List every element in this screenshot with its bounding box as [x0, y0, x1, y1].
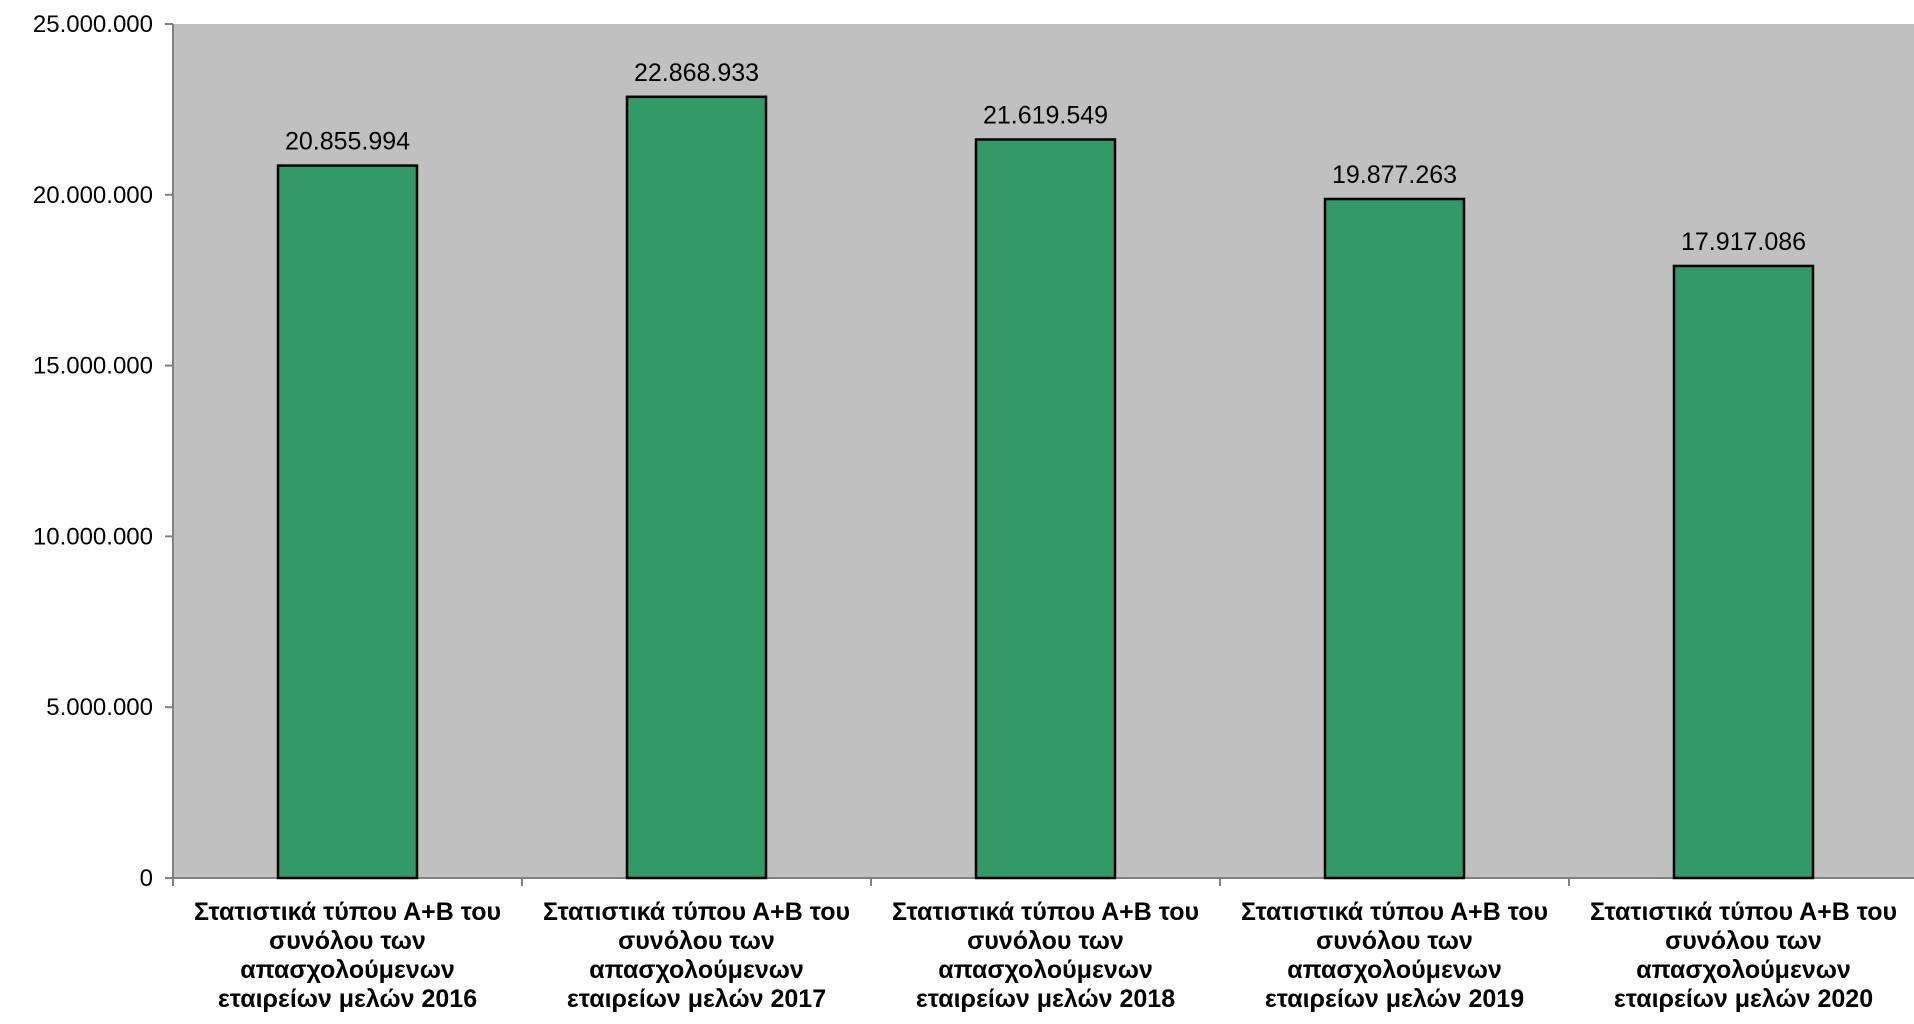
x-tick-label: Στατιστικά τύπου Α+Β του συνόλου των απασχ… [194, 898, 501, 1013]
x-tick-labels: Στατιστικά τύπου Α+Β του συνόλου των απασχ… [194, 898, 1897, 1013]
data-label: 19.877.263 [1332, 161, 1457, 189]
x-tick-label-line: απασχολούμενων [1287, 956, 1502, 984]
x-tick-label-line: Στατιστικά τύπου Α+Β του [1590, 898, 1897, 926]
x-tick-label-line: εταιρείων μελών 2018 [916, 985, 1175, 1013]
y-tick-label: 10.000.000 [33, 523, 153, 550]
x-tick-label-line: Στατιστικά τύπου Α+Β του [892, 898, 1199, 926]
x-tick-label-line: εταιρείων μελών 2017 [567, 985, 826, 1013]
bar [974, 138, 1117, 880]
x-tick-label-line: συνόλου των [1316, 927, 1473, 955]
x-tick-label: Στατιστικά τύπου Α+Β του συνόλου των απασχ… [892, 898, 1199, 1013]
data-label: 17.917.086 [1681, 228, 1806, 256]
x-tick-label-line: απασχολούμενων [938, 956, 1153, 984]
x-tick-label-line: συνόλου των [269, 927, 426, 955]
bar [276, 164, 419, 880]
x-tick-label-line: εταιρείων μελών 2019 [1265, 985, 1524, 1013]
data-label: 20.855.994 [285, 128, 410, 156]
x-tick-label-line: συνόλου των [1665, 927, 1822, 955]
x-tick-label-line: συνόλου των [967, 927, 1124, 955]
data-label: 21.619.549 [983, 101, 1108, 129]
data-labels: 20.855.994 22.868.933 21.619.549 19.877.263… [285, 59, 1806, 256]
x-tick-label-line: Στατιστικά τύπου Α+Β του [194, 898, 501, 926]
x-tick-label: Στατιστικά τύπου Α+Β του συνόλου των απασχ… [543, 898, 850, 1013]
x-tick-label: Στατιστικά τύπου Α+Β του συνόλου των απασχ… [1590, 898, 1897, 1013]
x-tick-label-line: απασχολούμενων [1636, 956, 1851, 984]
x-tick-label: Στατιστικά τύπου Α+Β του συνόλου των απασχ… [1241, 898, 1548, 1013]
y-tick-label: 15.000.000 [33, 353, 153, 380]
x-tick-label-line: συνόλου των [618, 927, 775, 955]
bar [1672, 264, 1815, 880]
x-tick-label-line: εταιρείων μελών 2016 [218, 985, 477, 1013]
x-tick-label-line: Στατιστικά τύπου Α+Β του [1241, 898, 1548, 926]
y-tick-label: 5.000.000 [46, 694, 153, 721]
y-tick-label: 20.000.000 [33, 182, 153, 209]
x-tick-label-line: Στατιστικά τύπου Α+Β του [543, 898, 850, 926]
x-tick-label-line: εταιρείων μελών 2020 [1614, 985, 1873, 1013]
bars [276, 95, 1815, 880]
x-tick-label-line: απασχολούμενων [240, 956, 455, 984]
y-tick-label: 0 [140, 865, 153, 892]
y-axis: 0 5.000.000 10.000.000 15.000.000 20.000.000… [33, 11, 174, 892]
bar [625, 95, 768, 880]
x-tick-label-line: απασχολούμενων [589, 956, 804, 984]
y-tick-label: 25.000.000 [33, 11, 153, 38]
data-label: 22.868.933 [634, 59, 759, 87]
bar [1323, 197, 1466, 880]
